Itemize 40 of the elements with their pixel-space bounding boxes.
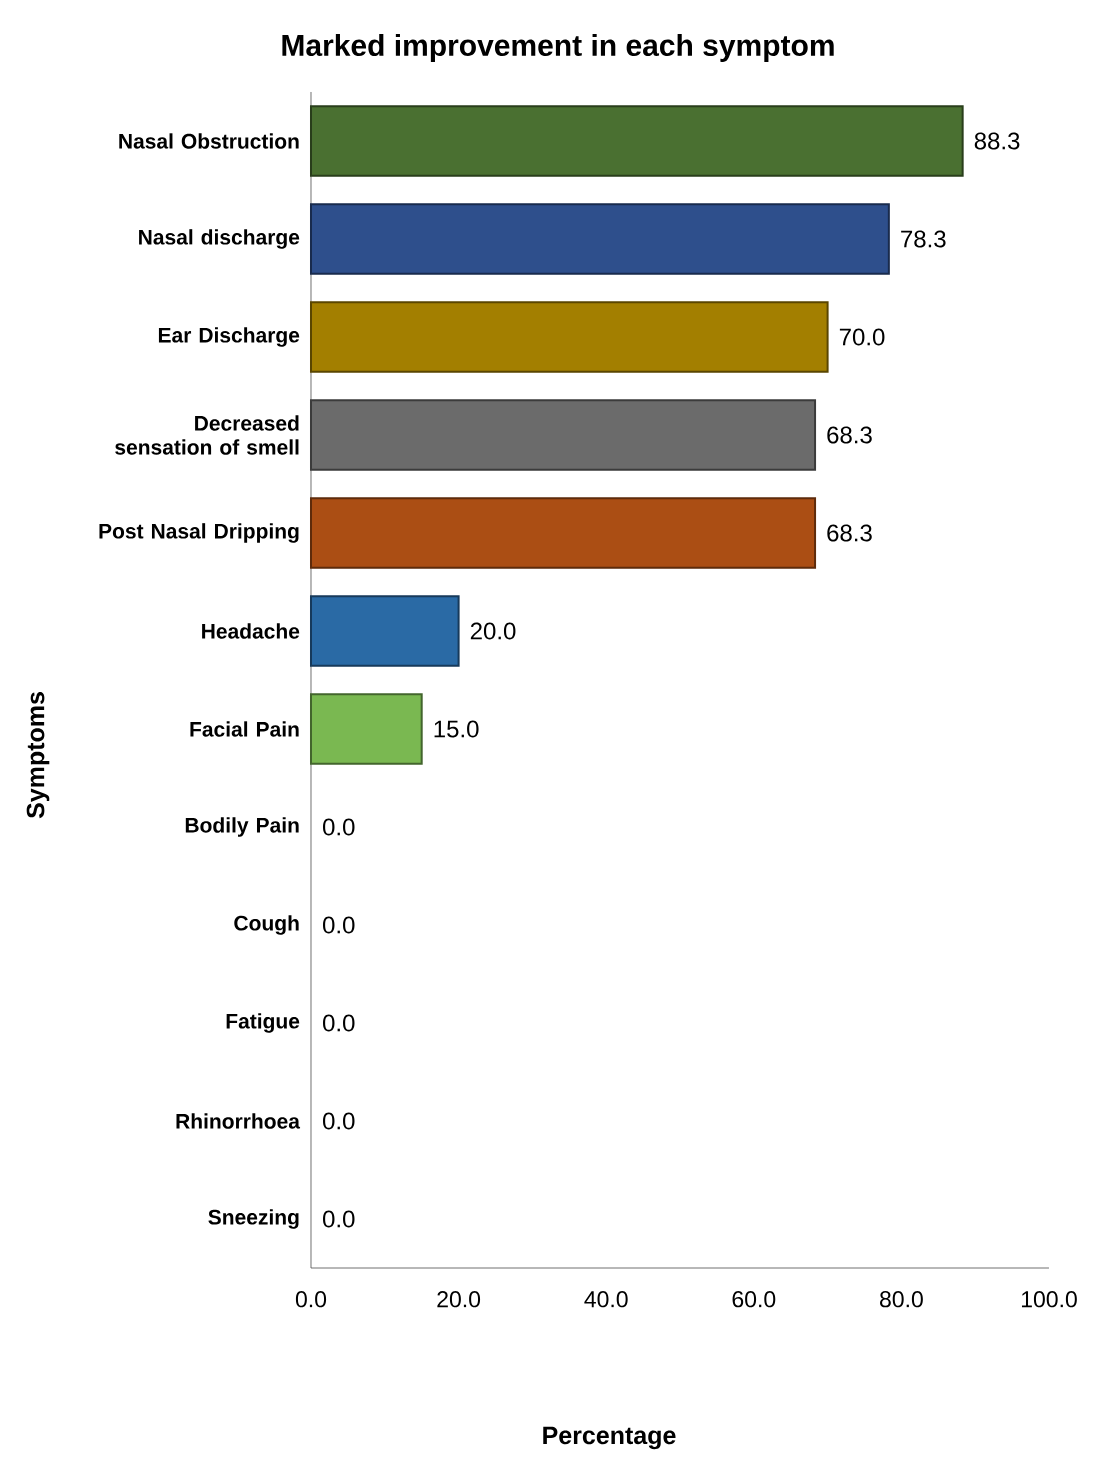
- x-tick-label: 0.0: [295, 1291, 327, 1308]
- data-label: 70.0: [839, 328, 885, 346]
- y-tick-label: Ear Discharge: [158, 327, 300, 347]
- data-label: 0.0: [323, 916, 355, 934]
- bar: [310, 105, 964, 177]
- bar: [310, 203, 890, 275]
- y-tick-label: Decreased sensation of smell: [115, 415, 299, 455]
- x-tick-label: 60.0: [732, 1291, 776, 1308]
- data-label: 68.3: [827, 426, 872, 444]
- chart-title: Marked improvement in each symptom: [282, 34, 834, 62]
- data-label: 0.0: [323, 1014, 355, 1032]
- y-tick-label: Facial Pain: [190, 721, 299, 737]
- data-label: 0.0: [323, 818, 355, 836]
- y-tick-label: Post Nasal Dripping: [99, 523, 299, 543]
- data-label: 68.3: [827, 524, 872, 542]
- x-tick-label: 40.0: [584, 1291, 628, 1308]
- bar: [310, 399, 817, 471]
- y-tick-label: Rhinorrhoea: [176, 1113, 301, 1129]
- x-axis-title: Percentage: [543, 1426, 676, 1450]
- y-tick-label: Headache: [202, 623, 300, 639]
- bar: [310, 497, 817, 569]
- data-label: 88.3: [974, 132, 1020, 150]
- y-tick-label: Bodily Pain: [185, 817, 299, 837]
- x-tick-label: 100.0: [1021, 1291, 1077, 1308]
- bar: [310, 595, 460, 667]
- data-label: 15.0: [434, 720, 479, 738]
- y-tick-label: Nasal discharge: [139, 229, 300, 249]
- data-label: 20.0: [470, 622, 516, 640]
- bar: [310, 301, 829, 373]
- x-tick-label: 80.0: [880, 1291, 923, 1308]
- data-label: 0.0: [323, 1112, 355, 1130]
- y-tick-label: Cough: [234, 915, 299, 935]
- bar: [310, 693, 423, 765]
- y-tick-label: Sneezing: [208, 1209, 299, 1229]
- data-label: 0.0: [323, 1210, 355, 1228]
- data-label: 78.3: [901, 230, 946, 248]
- y-tick-label: Fatigue: [226, 1013, 300, 1033]
- y-axis-title: Symptoms: [26, 692, 50, 819]
- x-tick-label: 20.0: [437, 1291, 481, 1308]
- y-tick-label: Nasal Obstruction: [119, 133, 299, 149]
